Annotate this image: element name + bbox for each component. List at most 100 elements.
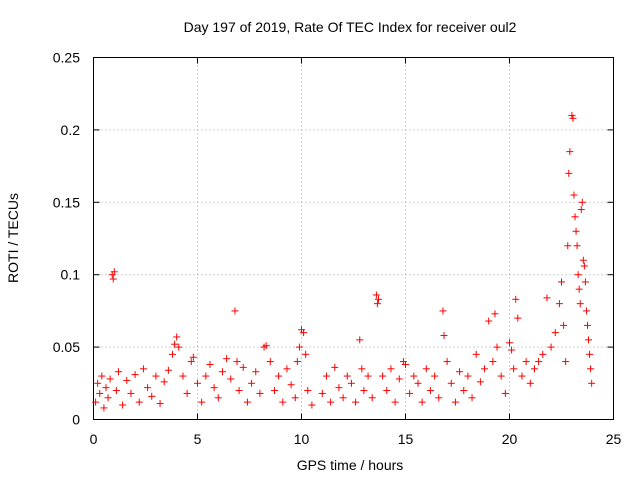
data-point: [573, 242, 581, 250]
data-point: [127, 389, 135, 397]
plot-frame: [93, 57, 614, 420]
data-point: [92, 398, 100, 406]
data-point: [501, 389, 509, 397]
data-point: [579, 256, 587, 264]
data-point: [287, 381, 295, 389]
data-point: [491, 310, 499, 318]
data-point: [472, 350, 480, 358]
y-tick-label: 0: [72, 412, 80, 428]
data-point: [572, 227, 580, 235]
data-point: [447, 379, 455, 387]
data-point: [518, 372, 526, 380]
data-point: [358, 365, 366, 373]
data-point: [283, 365, 291, 373]
data-point: [512, 295, 520, 303]
data-point: [410, 372, 418, 380]
data-point: [506, 339, 513, 347]
data-point: [335, 384, 343, 392]
data-point: [175, 343, 183, 351]
data-point: [322, 372, 330, 380]
data-point: [96, 389, 104, 397]
data-point: [575, 285, 583, 293]
data-point: [300, 329, 308, 337]
data-point: [565, 169, 573, 177]
data-point: [144, 384, 152, 392]
data-point: [109, 275, 117, 283]
grid-lines: [93, 57, 614, 420]
data-point: [456, 368, 464, 376]
data-point: [468, 394, 476, 402]
x-tick-label: 0: [90, 431, 98, 447]
data-point: [535, 358, 543, 366]
data-point: [526, 379, 534, 387]
data-point: [262, 342, 270, 350]
y-tick-label: 0.15: [53, 194, 80, 210]
data-point: [582, 307, 590, 315]
data-point: [194, 379, 201, 387]
data-point: [368, 394, 376, 402]
data-point: [558, 278, 565, 286]
data-point: [414, 379, 422, 387]
data-point: [275, 372, 283, 380]
data-point: [570, 191, 578, 199]
data-point: [497, 372, 505, 380]
data-point: [555, 300, 563, 308]
data-point: [578, 198, 586, 206]
data-point: [530, 365, 538, 373]
chart-title: Day 197 of 2019, Rate Of TEC Index for r…: [184, 19, 517, 35]
data-point: [148, 392, 156, 400]
data-point: [571, 213, 579, 221]
data-point: [248, 379, 256, 387]
data-point: [102, 384, 110, 392]
data-point: [123, 376, 131, 384]
data-point: [227, 375, 235, 383]
data-point: [560, 321, 568, 329]
data-point: [460, 387, 468, 395]
data-point: [514, 314, 522, 322]
x-tick-labels: 0 5 10 15 20 25: [90, 431, 622, 447]
data-point: [373, 300, 381, 308]
x-tick-label: 25: [606, 431, 622, 447]
data-point: [588, 379, 596, 387]
data-point: [100, 404, 108, 412]
data-point: [295, 343, 303, 351]
data-point: [451, 398, 459, 406]
data-point: [406, 389, 414, 397]
data-point: [231, 307, 239, 315]
data-point: [94, 379, 102, 387]
data-point: [189, 353, 197, 361]
data-point: [489, 358, 497, 366]
data-point: [104, 394, 112, 402]
data-point: [173, 333, 181, 341]
x-tick-label: 20: [502, 431, 518, 447]
data-point: [387, 365, 395, 373]
data-points: [92, 111, 596, 412]
data-point: [235, 387, 243, 395]
data-point: [352, 398, 360, 406]
data-point: [302, 350, 310, 358]
data-point: [206, 360, 214, 368]
data-point: [493, 343, 501, 351]
data-point: [98, 372, 106, 380]
data-point: [587, 365, 595, 373]
data-point: [360, 387, 368, 395]
data-point: [574, 271, 582, 279]
data-point: [584, 321, 591, 329]
data-point: [119, 401, 127, 409]
data-point: [339, 394, 347, 402]
data-point: [343, 372, 351, 380]
y-tick-label: 0.25: [53, 50, 80, 66]
data-point: [139, 365, 147, 373]
data-point: [391, 398, 399, 406]
data-point: [539, 350, 547, 358]
data-point: [291, 394, 299, 402]
data-point: [569, 114, 577, 122]
x-tick-label: 5: [194, 431, 202, 447]
data-point: [435, 394, 443, 402]
data-point: [364, 372, 372, 380]
data-point: [304, 387, 312, 395]
data-point: [395, 375, 403, 383]
data-point: [440, 332, 448, 340]
x-axis-label: GPS time / hours: [297, 457, 404, 473]
y-tick-labels: 0 0.05 0.1 0.15 0.2 0.25: [53, 50, 80, 428]
